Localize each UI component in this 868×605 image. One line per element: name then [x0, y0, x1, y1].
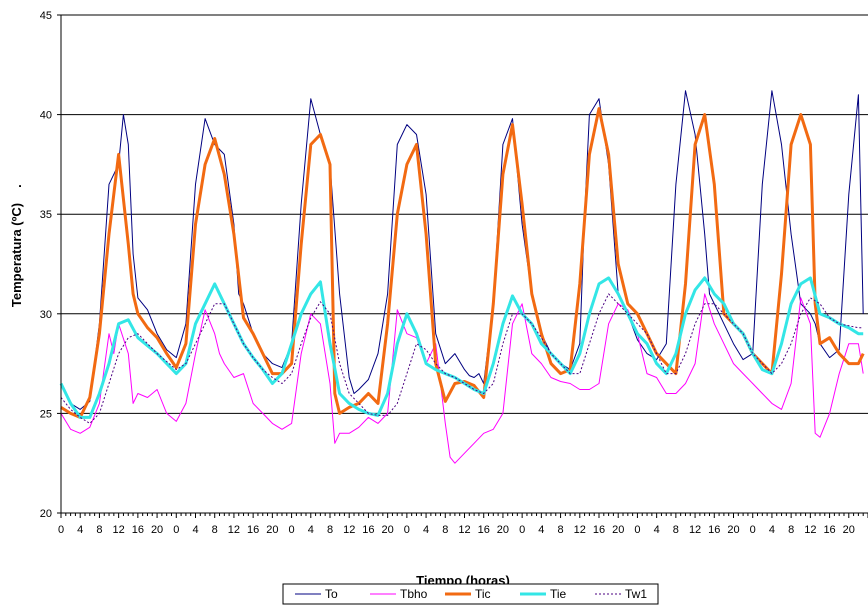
x-tick-label: 4 [769, 524, 775, 536]
x-tick-label: 12 [804, 524, 816, 536]
x-tick-label: 16 [478, 524, 490, 536]
x-tick-label: 16 [362, 524, 374, 536]
x-tick-label: 0 [634, 524, 640, 536]
legend-label-tw1: Tw1 [625, 587, 647, 601]
x-tick-label: 4 [192, 524, 198, 536]
x-tick-label: 20 [151, 524, 163, 536]
x-tick-label: 20 [727, 524, 739, 536]
x-tick-label: 16 [593, 524, 605, 536]
y-tick-label: 45 [40, 10, 52, 22]
x-tick-label: 0 [173, 524, 179, 536]
legend-label-to: To [325, 587, 338, 601]
x-tick-label: 0 [519, 524, 525, 536]
x-tick-label: 20 [843, 524, 855, 536]
x-tick-label: 12 [228, 524, 240, 536]
series-tbho [60, 293, 864, 464]
series-to [60, 90, 864, 410]
x-tick-label: 8 [673, 524, 679, 536]
x-tick-label: 16 [708, 524, 720, 536]
legend-label-tic: Tic [475, 587, 491, 601]
x-tick-label: 12 [458, 524, 470, 536]
x-tick-label: 20 [382, 524, 394, 536]
x-tick-label: 4 [654, 524, 660, 536]
x-tick-labels: 0 4 8 12 16 20 0 4 8 12 16 20 0 4 8 12 16 20 0 4 8 12 16 20 0 4 8 1… [58, 524, 855, 536]
y-tick-label: 30 [40, 309, 52, 321]
y-axis-mark: . [9, 184, 24, 188]
x-tick-label: 4 [308, 524, 314, 536]
series-lines [59, 90, 865, 464]
x-tick-label: 16 [132, 524, 144, 536]
y-tick-label: 35 [40, 209, 52, 221]
x-tick-label: 8 [96, 524, 102, 536]
y-tick-labels: 20 25 30 35 40 45 [40, 10, 52, 520]
grid-lines [61, 14, 868, 414]
x-tick-label: 0 [404, 524, 410, 536]
x-tick-label: 8 [558, 524, 564, 536]
x-tick-label: 4 [77, 524, 83, 536]
x-tick-label: 0 [289, 524, 295, 536]
x-tick-label: 4 [423, 524, 429, 536]
legend-label-tie: Tie [550, 587, 567, 601]
x-tick-label: 8 [327, 524, 333, 536]
y-tick-label: 20 [40, 508, 52, 520]
x-tick-label: 8 [442, 524, 448, 536]
x-tick-label: 20 [497, 524, 509, 536]
y-tick-label: 25 [40, 408, 52, 420]
x-tick-label: 0 [750, 524, 756, 536]
x-tick-label: 16 [823, 524, 835, 536]
legend: To Tbho Tic Tie Tw1 [282, 583, 659, 605]
x-tick-label: 8 [212, 524, 218, 536]
x-tick-label: 4 [538, 524, 544, 536]
x-tick-label: 8 [788, 524, 794, 536]
y-axis-title: Temperatura (ºC) [9, 203, 24, 307]
axes [57, 14, 868, 518]
x-tick-label: 12 [343, 524, 355, 536]
x-tick-label: 12 [689, 524, 701, 536]
x-tick-label: 16 [247, 524, 259, 536]
y-tick-label: 40 [40, 110, 52, 122]
x-tick-label: 12 [574, 524, 586, 536]
x-tick-label: 20 [612, 524, 624, 536]
series-tie [59, 276, 864, 419]
legend-label-tbho: Tbho [400, 587, 428, 601]
x-tick-label: 20 [266, 524, 278, 536]
x-tick-label: 0 [58, 524, 64, 536]
x-tick-label: 12 [113, 524, 125, 536]
